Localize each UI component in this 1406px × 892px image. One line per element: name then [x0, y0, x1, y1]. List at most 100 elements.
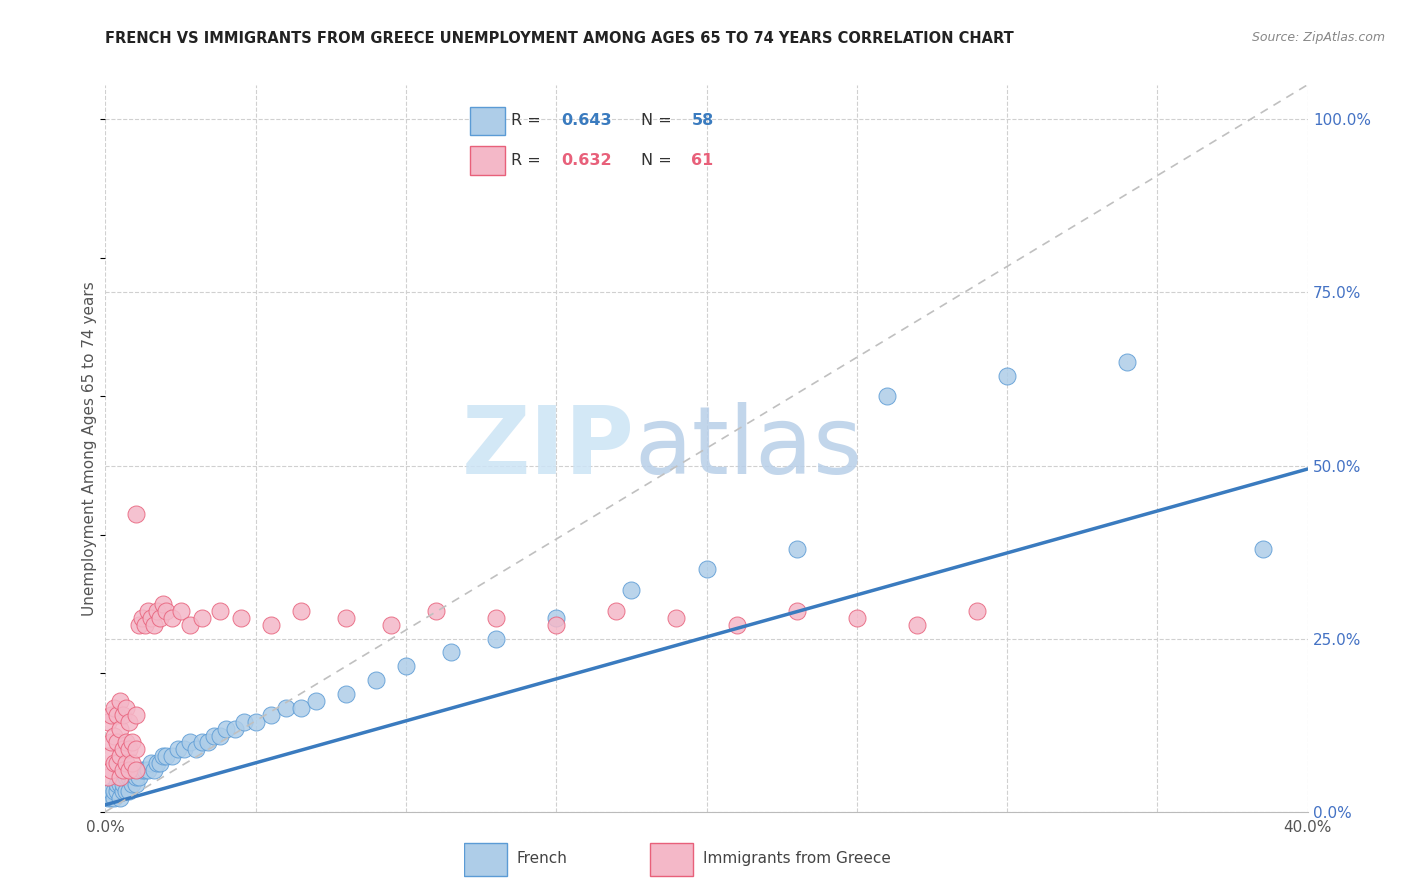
Point: [107, 777, 129, 791]
Point: [845, 611, 868, 625]
Point: [110, 694, 132, 708]
Point: [160, 611, 183, 625]
Point: [245, 714, 267, 729]
Point: [107, 756, 129, 771]
Point: [380, 617, 402, 632]
Point: [546, 617, 568, 632]
Point: [112, 763, 135, 777]
Point: [145, 604, 167, 618]
Point: [966, 604, 988, 618]
Point: [131, 611, 153, 625]
Point: [425, 604, 447, 618]
Point: [305, 694, 328, 708]
Point: [118, 784, 141, 798]
Point: [131, 763, 153, 777]
Point: [136, 604, 159, 618]
Text: Immigrants from Greece: Immigrants from Greece: [703, 851, 891, 866]
Point: [290, 701, 312, 715]
Point: [103, 729, 125, 743]
Point: [121, 735, 143, 749]
Point: [148, 756, 170, 771]
Point: [115, 701, 138, 715]
Point: [118, 763, 141, 777]
Point: [202, 729, 225, 743]
Point: [229, 611, 252, 625]
Point: [605, 604, 627, 618]
Point: [179, 735, 201, 749]
Text: 58: 58: [692, 113, 714, 128]
Point: [124, 763, 146, 777]
Point: [100, 790, 122, 805]
Text: atlas: atlas: [634, 402, 863, 494]
Point: [485, 632, 508, 646]
Point: [100, 784, 122, 798]
Point: [224, 722, 246, 736]
Point: [118, 770, 141, 784]
Point: [208, 729, 231, 743]
Point: [107, 784, 129, 798]
Point: [115, 784, 138, 798]
Point: [214, 722, 236, 736]
Text: ZIP: ZIP: [461, 402, 634, 494]
Point: [148, 611, 170, 625]
Text: N =: N =: [641, 113, 678, 128]
Point: [905, 617, 928, 632]
Point: [115, 770, 138, 784]
Point: [142, 617, 165, 632]
Point: [274, 701, 297, 715]
Point: [124, 777, 146, 791]
Point: [1251, 541, 1274, 556]
Point: [184, 742, 207, 756]
Point: [103, 701, 125, 715]
Point: [876, 389, 898, 403]
Point: [364, 673, 387, 688]
Point: [103, 790, 125, 805]
Text: French: French: [516, 851, 568, 866]
Point: [124, 507, 146, 521]
FancyBboxPatch shape: [651, 843, 693, 876]
Point: [110, 770, 132, 784]
Point: [197, 735, 219, 749]
Point: [1116, 354, 1139, 368]
Point: [121, 777, 143, 791]
Point: [142, 763, 165, 777]
Point: [115, 756, 138, 771]
Point: [166, 742, 188, 756]
Point: [725, 617, 748, 632]
Point: [169, 604, 191, 618]
Point: [97, 770, 120, 784]
Point: [100, 763, 122, 777]
Point: [118, 714, 141, 729]
Point: [260, 617, 283, 632]
Text: 61: 61: [692, 153, 714, 169]
Point: [112, 742, 135, 756]
Point: [118, 742, 141, 756]
Text: FRENCH VS IMMIGRANTS FROM GREECE UNEMPLOYMENT AMONG AGES 65 TO 74 YEARS CORRELAT: FRENCH VS IMMIGRANTS FROM GREECE UNEMPLO…: [105, 31, 1014, 46]
Point: [546, 611, 568, 625]
Point: [152, 749, 174, 764]
Point: [190, 611, 212, 625]
Point: [155, 604, 177, 618]
Point: [190, 735, 212, 749]
Point: [97, 714, 120, 729]
Point: [696, 562, 718, 576]
Point: [110, 790, 132, 805]
Point: [115, 735, 138, 749]
Point: [440, 645, 463, 659]
Point: [208, 604, 231, 618]
Point: [103, 784, 125, 798]
Point: [260, 707, 283, 722]
Point: [107, 707, 129, 722]
Point: [134, 617, 156, 632]
Point: [232, 714, 254, 729]
Text: 0.643: 0.643: [561, 113, 612, 128]
Point: [134, 763, 156, 777]
Point: [100, 707, 122, 722]
Point: [173, 742, 195, 756]
Point: [97, 749, 120, 764]
Point: [107, 735, 129, 749]
FancyBboxPatch shape: [464, 843, 508, 876]
Point: [155, 749, 177, 764]
Point: [160, 749, 183, 764]
Point: [110, 722, 132, 736]
